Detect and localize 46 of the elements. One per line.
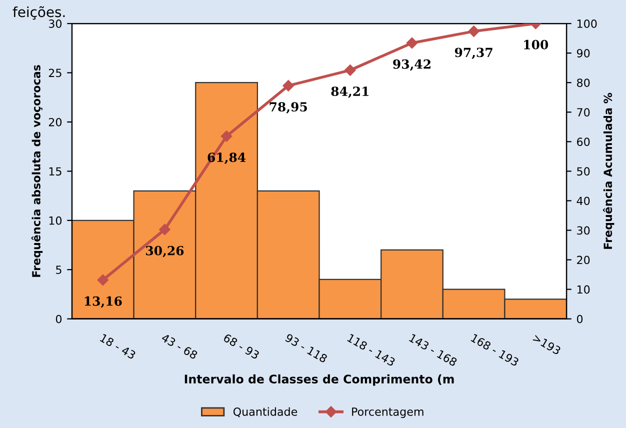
point [344, 64, 356, 76]
data-label: 84,21 [331, 86, 368, 98]
data-label: 100 [524, 40, 548, 50]
y-tick-label: 25 [48, 68, 62, 78]
data-label: 93,42 [393, 59, 430, 71]
x-tick-label: 18 - 43 [100, 334, 136, 360]
y-tick-label: 20 [48, 118, 62, 126]
data-label: 30,26 [146, 246, 184, 258]
y2-tick-label: 80 [577, 78, 590, 87]
data-label: 78,95 [270, 102, 307, 114]
y2-tick-label: 30 [577, 226, 590, 235]
point [159, 224, 170, 236]
y-tick-label: 10 [49, 216, 62, 225]
point [97, 274, 109, 286]
y2-tick-label: 20 [577, 256, 590, 264]
y2-tick-label: 90 [576, 49, 590, 58]
point [220, 130, 232, 142]
y-tick-label: 15 [49, 167, 62, 176]
legend-label: Quantidade [233, 407, 298, 418]
y2-tick-label: 0 [576, 314, 583, 324]
x-tick-label: 168 - 193 [470, 334, 520, 366]
y2-tick-label: 40 [576, 196, 590, 206]
x-tick-label: 143 - 168 [408, 334, 458, 367]
text: feições. [12, 6, 65, 20]
y-axis-title: Frequência absoluta de voçorocas [31, 65, 43, 277]
x-tick-label: 68 - 93 [222, 333, 260, 360]
y2-tick-label: 70 [577, 108, 590, 117]
point [406, 37, 418, 49]
y-tick-label: 30 [48, 20, 62, 28]
point [282, 80, 294, 92]
x-axis-title: Intervalo de Classes de Comprimento (m [184, 374, 454, 386]
y2-tick-label: 50 [577, 167, 590, 176]
y2-axis-title: Frequência Acumulada % [603, 92, 614, 249]
data-label: 13,16 [84, 296, 122, 308]
y2-tick-label: 10 [577, 285, 590, 294]
x-tick-label: 118 - 143 [346, 334, 396, 366]
y-tick-label: 0 [56, 314, 62, 324]
point [468, 26, 480, 37]
legend-label: Porcentagem [352, 408, 424, 418]
data-label: 61,84 [208, 152, 246, 164]
x-tick-label: 93 - 118 [284, 333, 328, 364]
x-tick-label: 43 - 68 [160, 333, 198, 360]
y2-tick-label: 100 [577, 20, 597, 28]
y2-tick-label: 60 [577, 138, 590, 146]
data-label: 97,37 [454, 48, 492, 60]
y-tick-label: 5 [56, 266, 62, 274]
